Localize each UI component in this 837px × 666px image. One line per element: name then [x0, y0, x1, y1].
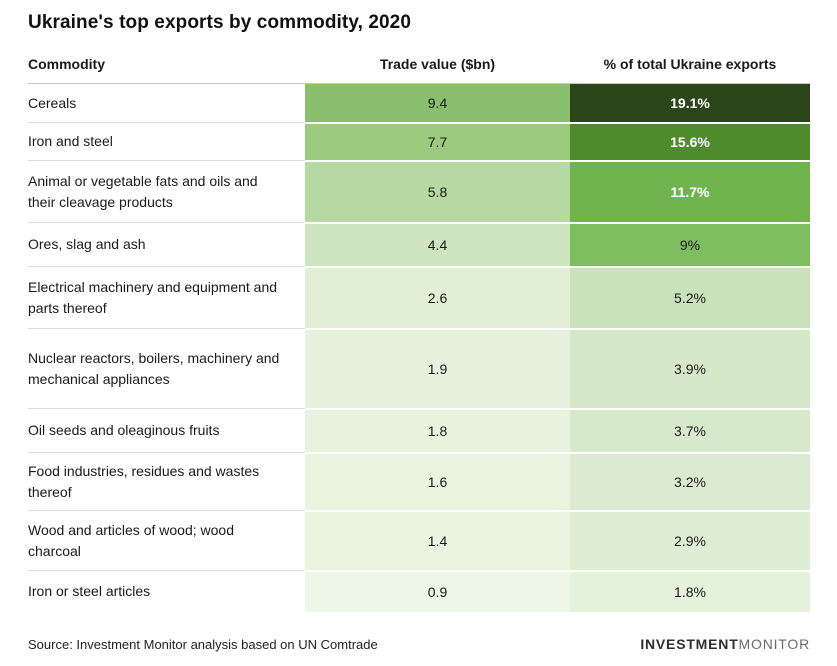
pct-cell: 15.6% — [570, 122, 810, 160]
pct-cell: 9% — [570, 222, 810, 266]
commodity-cell: Cereals — [28, 84, 305, 122]
trade-value-cell: 4.4 — [305, 222, 570, 266]
logo-text-monitor: MONITOR — [738, 636, 810, 652]
table-header-row: Commodity Trade value ($bn) % of total U… — [28, 56, 810, 84]
trade-value-cell: 1.4 — [305, 510, 570, 570]
column-header-commodity: Commodity — [28, 56, 105, 72]
pct-cell: 3.7% — [570, 408, 810, 452]
page-title: Ukraine's top exports by commodity, 2020 — [28, 12, 412, 33]
commodity-cell: Animal or vegetable fats and oils and th… — [28, 160, 305, 222]
pct-cell: 3.9% — [570, 328, 810, 408]
trade-value-cell: 9.4 — [305, 84, 570, 122]
pct-cell: 19.1% — [570, 84, 810, 122]
footer: Source: Investment Monitor analysis base… — [28, 636, 810, 666]
table-row: Wood and articles of wood; wood charcoal… — [28, 510, 810, 570]
commodity-cell: Ores, slag and ash — [28, 222, 305, 266]
investment-monitor-logo: INVESTMENTMONITOR — [640, 636, 810, 652]
column-header-trade-value: Trade value ($bn) — [379, 56, 496, 72]
pct-cell: 3.2% — [570, 452, 810, 510]
trade-value-cell: 7.7 — [305, 122, 570, 160]
trade-value-cell: 2.6 — [305, 266, 570, 328]
trade-value-cell: 1.8 — [305, 408, 570, 452]
pct-cell: 11.7% — [570, 160, 810, 222]
pct-cell: 1.8% — [570, 570, 810, 612]
logo-text-investment: INVESTMENT — [640, 636, 739, 652]
commodity-cell: Iron or steel articles — [28, 570, 305, 612]
commodity-cell: Food industries, residues and wastes the… — [28, 452, 305, 510]
commodity-cell: Electrical machinery and equipment and p… — [28, 266, 305, 328]
commodity-cell: Wood and articles of wood; wood charcoal — [28, 510, 305, 570]
table-body: Cereals 9.4 19.1% Iron and steel 7.7 15.… — [28, 84, 810, 612]
commodity-cell: Iron and steel — [28, 122, 305, 160]
commodity-cell: Oil seeds and oleaginous fruits — [28, 408, 305, 452]
table-row: Iron or steel articles 0.9 1.8% — [28, 570, 810, 612]
table-row: Cereals 9.4 19.1% — [28, 84, 810, 122]
trade-value-cell: 1.6 — [305, 452, 570, 510]
pct-cell: 5.2% — [570, 266, 810, 328]
table-row: Nuclear reactors, boilers, machinery and… — [28, 328, 810, 408]
commodity-cell: Nuclear reactors, boilers, machinery and… — [28, 328, 305, 408]
source-note: Source: Investment Monitor analysis base… — [28, 636, 378, 652]
table-row: Ores, slag and ash 4.4 9% — [28, 222, 810, 266]
table-row: Electrical machinery and equipment and p… — [28, 266, 810, 328]
trade-value-cell: 0.9 — [305, 570, 570, 612]
table-row: Animal or vegetable fats and oils and th… — [28, 160, 810, 222]
table-row: Oil seeds and oleaginous fruits 1.8 3.7% — [28, 408, 810, 452]
trade-value-cell: 1.9 — [305, 328, 570, 408]
table-row: Iron and steel 7.7 15.6% — [28, 122, 810, 160]
table-row: Food industries, residues and wastes the… — [28, 452, 810, 510]
column-header-pct: % of total Ukraine exports — [603, 56, 777, 72]
pct-cell: 2.9% — [570, 510, 810, 570]
trade-value-cell: 5.8 — [305, 160, 570, 222]
